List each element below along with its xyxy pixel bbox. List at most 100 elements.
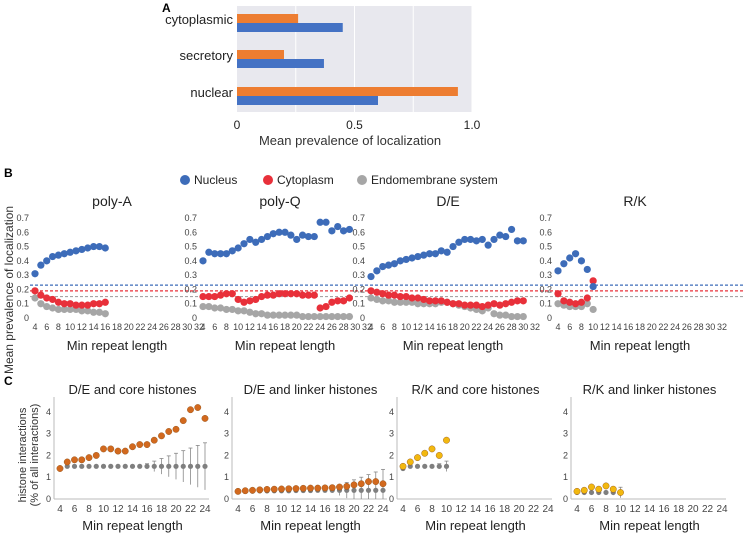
panel-b-x-tick-label: 4	[200, 322, 205, 332]
panel-c-x-tick-label: 12	[290, 504, 302, 515]
panel-c-point-background	[603, 489, 609, 496]
panel-c-x-tick-label: 14	[644, 504, 656, 515]
panel-c-y-tick-label: 2	[389, 450, 394, 460]
panel-b-point-cytoplasm	[84, 301, 92, 309]
panel-b-x-axis-label: Min repeat length	[67, 338, 167, 353]
panel-b-point-endomembrane	[502, 311, 510, 319]
panel-b-y-tick-label: 0.6	[16, 227, 29, 237]
panel-b-point-endomembrane	[211, 304, 219, 312]
panel-c-y-tick-label: 2	[46, 450, 51, 460]
panel-b-point-nucleus	[37, 261, 45, 269]
panel-b-point-nucleus	[316, 218, 324, 226]
panel-c-point-observed	[143, 441, 151, 448]
panel-c-point-observed	[158, 432, 165, 440]
panel-b-point-endomembrane	[345, 312, 354, 321]
panel-b-point-cytoplasm	[252, 295, 260, 304]
panel-b-point-nucleus	[199, 257, 207, 265]
panel-b-x-tick-label: 14	[257, 322, 267, 332]
panel-b-point-nucleus	[484, 241, 492, 249]
panel-c-point-observed	[609, 485, 617, 493]
panel-b-x-tick-label: 30	[350, 322, 360, 332]
panel-b-point-nucleus	[554, 267, 562, 275]
panel-c-y-tick-label: 1	[563, 472, 568, 482]
panel-c-point-observed	[150, 436, 158, 444]
panel-b-point-endomembrane	[234, 307, 242, 315]
panel-b-point-endomembrane	[513, 312, 522, 321]
panel-b-x-tick-label: 26	[682, 322, 692, 332]
panel-b-x-tick-label: 28	[171, 322, 181, 332]
panel-b-point-cytoplasm	[72, 301, 80, 309]
panel-c-y-tick-label: 3	[224, 429, 229, 439]
panel-b-x-tick-label: 18	[112, 322, 122, 332]
panel-b-point-nucleus	[78, 245, 86, 254]
panel-b-x-tick-label: 14	[89, 322, 99, 332]
panel-b-y-axis-label: Mean prevalence of localization	[2, 206, 16, 374]
panel-b-point-endomembrane	[66, 305, 74, 314]
panel-b-point-nucleus	[269, 230, 277, 238]
panel-b-point-cytoplasm	[345, 294, 354, 302]
panel-b-point-endomembrane	[496, 311, 504, 319]
panel-b-x-tick-label: 14	[612, 322, 622, 332]
panel-b-subplot-title: R/K	[623, 193, 647, 209]
panel-b-x-tick-label: 30	[705, 322, 715, 332]
panel-b-point-cytoplasm	[507, 298, 516, 306]
panel-b-point-cytoplasm	[461, 301, 469, 309]
panel-c-point-background	[588, 489, 595, 496]
panel-c-x-tick-label: 10	[98, 504, 110, 515]
panel-c-point-background	[137, 463, 143, 469]
panel-c-point-background	[187, 463, 194, 469]
panel-b-subplot-1: poly-A00.10.20.30.40.50.60.74 6 8 10 12 14 16 1…	[16, 193, 204, 353]
panel-c-x-tick-label: 16	[484, 504, 496, 515]
panel-b-point-nucleus	[310, 232, 318, 241]
panel-b-y-tick-label: 0	[360, 313, 365, 323]
panel-c-point-observed	[263, 486, 271, 493]
panel-c-point-observed	[121, 447, 129, 455]
panel-c-x-tick-label: 16	[141, 504, 153, 515]
panel-b-x-tick-label: 8	[579, 322, 584, 332]
panel-c-y-tick-label: 1	[389, 472, 394, 482]
panel-b-point-endomembrane	[396, 298, 404, 306]
panel-b-point-nucleus	[211, 250, 219, 258]
panel-c-x-tick-label: 10	[615, 504, 627, 515]
panel-b-point-nucleus	[328, 227, 336, 235]
panel-b-point-nucleus	[396, 257, 404, 265]
panel-b-point-nucleus	[339, 227, 348, 235]
panel-b-point-endomembrane	[589, 305, 597, 314]
panel-b-point-endomembrane	[287, 311, 295, 319]
panel-c-point-background	[86, 463, 92, 469]
panel-c-point-background	[373, 487, 379, 493]
panel-c-point-observed	[421, 449, 429, 457]
panel-b-point-endomembrane	[328, 312, 336, 321]
panel-b-point-nucleus	[420, 251, 428, 259]
panel-c-point-observed	[234, 487, 242, 495]
panel-b-point-nucleus	[583, 265, 591, 274]
panel-b-point-nucleus	[478, 235, 486, 244]
panel-b-point-cytoplasm	[269, 291, 277, 299]
panel-c-point-observed	[165, 428, 173, 435]
panel-b-point-nucleus	[589, 282, 597, 291]
panel-b-point-nucleus	[298, 231, 307, 239]
panel-b-point-nucleus	[379, 262, 387, 271]
panel-b-y-tick-label: 0	[547, 313, 552, 323]
panel-b-point-cytoplasm	[472, 301, 481, 309]
panel-b-point-cytoplasm	[384, 291, 393, 299]
panel-c-subplot-title: D/E and core histones	[69, 382, 197, 397]
panel-c-x-axis-label: Min repeat length	[599, 518, 699, 533]
panel-b-point-cytoplasm	[211, 292, 219, 301]
panel-b-point-nucleus	[222, 250, 231, 258]
panel-c-point-background	[195, 463, 201, 469]
panel-b-x-tick-label: 8	[392, 322, 397, 332]
panel-c-x-tick-label: 14	[127, 504, 139, 515]
panel-c-point-background	[93, 463, 99, 469]
panel-c-point-observed	[249, 486, 256, 494]
panel-c-point-observed	[201, 415, 209, 422]
panel-b-point-endomembrane	[281, 311, 289, 319]
panel-c-point-observed	[278, 485, 285, 493]
panel-c-point-observed	[63, 458, 71, 466]
panel-b-point-nucleus	[461, 235, 469, 244]
panel-b-x-tick-label: 32	[362, 322, 372, 332]
panel-b-subplot-title: poly-A	[92, 193, 132, 209]
panel-b-y-tick-label: 0.1	[16, 299, 29, 309]
panel-b-point-cytoplasm	[367, 287, 375, 295]
